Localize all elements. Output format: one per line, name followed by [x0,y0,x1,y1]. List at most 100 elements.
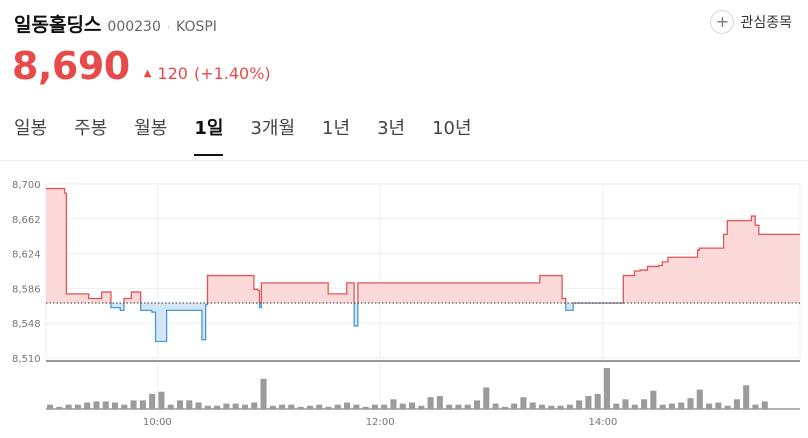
volume-bar [149,393,156,409]
volume-bar [557,405,564,409]
volume-bar [631,404,638,409]
volume-bar [399,403,406,409]
volume-bar [613,403,620,409]
volume-bar [325,406,332,409]
volume-bar [74,404,81,409]
volume-bar [427,397,434,409]
stock-name: 일동홀딩스 [14,14,102,36]
volume-bar [455,404,462,409]
y-tick-label: 8,548 [12,319,41,330]
volume-bar [464,404,471,409]
tab-10year[interactable]: 10년 [432,118,472,139]
volume-bar [650,390,657,409]
tab-daily[interactable]: 일봉 [14,118,48,139]
tab-1year[interactable]: 1년 [322,118,351,139]
volume-bar [176,400,184,409]
volume-bar [761,401,768,409]
volume-bar [724,405,731,409]
volume-bar [47,404,54,409]
price-area-down [46,303,800,342]
volume-bar [566,404,573,409]
volume-bar [603,368,611,409]
change-amount: 120 [157,64,188,83]
chart-areas [46,188,800,342]
volume-bar [279,404,286,409]
volume-bar [706,403,713,409]
volume-bar [668,403,675,409]
price-area-up [46,188,800,304]
volume-bar [288,404,295,409]
volume-bar [390,399,397,409]
volume-bar [334,404,341,409]
volume-bar [733,399,740,409]
volume-bar [65,404,72,409]
volume-bar [576,400,583,409]
volume-bar [752,404,759,409]
volume-bar [102,401,109,409]
add-watchlist-button[interactable]: + 관심종목 [710,10,792,34]
volume-bar [362,406,369,409]
volume-bar [511,403,518,409]
volume-bar [158,391,165,409]
volume-bar [548,405,555,409]
volume-bar [696,389,703,409]
separator-dot: · [166,23,171,34]
market-name: KOSPI [176,19,217,35]
y-tick-label: 8,700 [12,180,41,191]
volume-bar [743,385,750,409]
volume-bar [594,393,601,409]
current-price: 8,690 [12,44,130,88]
volume-bar [316,404,323,409]
volume-bar [111,402,119,409]
volume-bar [715,402,722,409]
volume-bar [241,404,249,409]
volume-bar [659,404,666,409]
volume-bar [641,399,648,409]
price-change: ▲ 120 (+1.40%) [144,64,271,83]
tab-3year[interactable]: 3년 [377,118,406,139]
volume-bar [232,403,239,409]
volume-bar [520,397,527,409]
volume-bar [260,378,267,409]
volume-bar [483,387,490,409]
volume-bar [297,406,304,409]
tab-weekly[interactable]: 주봉 [74,118,108,139]
x-tick-label: 14:00 [589,417,618,428]
volume-bar [622,399,629,409]
volume-bar [56,406,63,409]
y-tick-label: 8,586 [12,284,41,295]
volume-bar [538,404,546,409]
volume-bar [409,402,416,409]
price-line-down [110,303,624,343]
y-tick-label: 8,662 [12,215,41,226]
volume-bar [492,403,499,409]
triangle-up-icon: ▲ [143,68,152,79]
volume-bar [381,404,388,409]
volume-bar [167,404,174,409]
volume-bar [678,402,685,409]
tab-monthly[interactable]: 월봉 [134,118,168,139]
volume-bar [501,406,508,409]
x-tick-label: 12:00 [366,417,395,428]
volume-bar [344,402,351,409]
volume-bar [306,405,313,409]
x-tick-label: 10:00 [143,417,172,428]
volume-bar [353,404,360,409]
tab-divider [0,160,808,161]
volume-bar [371,404,378,409]
y-tick-label: 8,510 [12,354,41,365]
volume-bar [121,404,128,409]
volume-bar [186,400,193,409]
volume-bar [687,398,694,409]
price-line-up [46,187,800,304]
volume-bar [418,405,425,409]
tab-3month[interactable]: 3개월 [250,118,296,139]
axis-labels: 8,700 8,662 8,624 8,586 8,548 8,510 10:00 12:00… [12,180,617,428]
tab-1day[interactable]: 1일 [194,114,224,156]
volume-bar [529,402,536,409]
volume-bar [84,402,91,409]
period-tabs: 일봉 주봉 월봉 1일 3개월 1년 3년 10년 [14,114,499,156]
volume-bar [195,402,202,409]
volume-bar [130,400,137,409]
